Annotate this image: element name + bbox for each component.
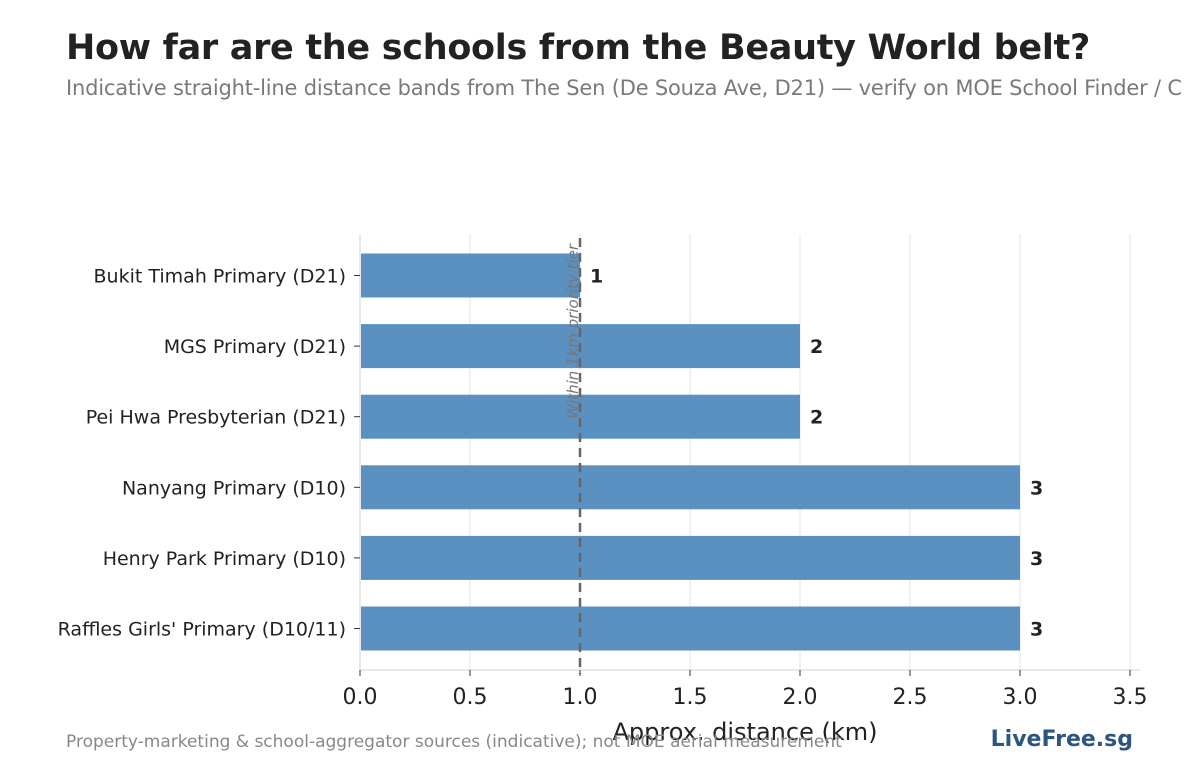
chart-subtitle: Indicative straight-line distance bands … [66, 76, 1182, 100]
category-label: Nanyang Primary (D10) [122, 477, 346, 499]
x-tick-label: 2.5 [893, 685, 928, 710]
category-label: Pei Hwa Presbyterian (D21) [86, 407, 346, 429]
x-tick-label: 2.0 [783, 685, 818, 710]
source-note: Property-marketing & school-aggregator s… [66, 732, 842, 752]
category-label: Bukit Timah Primary (D21) [94, 266, 346, 288]
chart-title: How far are the schools from the Beauty … [66, 28, 1090, 68]
data-label: 2 [810, 407, 823, 429]
reference-line-label: Within 1km priority tier [564, 243, 582, 419]
category-label: Henry Park Primary (D10) [103, 548, 346, 570]
data-label: 2 [810, 336, 823, 358]
x-tick-label: 1.0 [563, 685, 598, 710]
x-tick-label: 1.5 [673, 685, 708, 710]
x-tick-label: 0.5 [453, 685, 488, 710]
bar [361, 253, 580, 298]
brand-logo-text: LiveFree.sg [990, 727, 1133, 752]
bar [361, 606, 1020, 651]
data-label: 3 [1030, 477, 1043, 499]
x-tick-label: 3.0 [1003, 685, 1038, 710]
bar [361, 535, 1020, 580]
category-label: MGS Primary (D21) [164, 336, 346, 358]
data-label: 1 [590, 266, 603, 288]
category-label: Raffles Girls' Primary (D10/11) [58, 619, 346, 641]
bar [361, 465, 1020, 510]
data-label: 3 [1030, 619, 1043, 641]
x-axis-title: Approx. distance (km) [613, 718, 878, 746]
x-tick-label: 0.0 [343, 685, 378, 710]
bar [361, 394, 800, 439]
x-tick-label: 3.5 [1113, 685, 1148, 710]
data-label: 3 [1030, 548, 1043, 570]
